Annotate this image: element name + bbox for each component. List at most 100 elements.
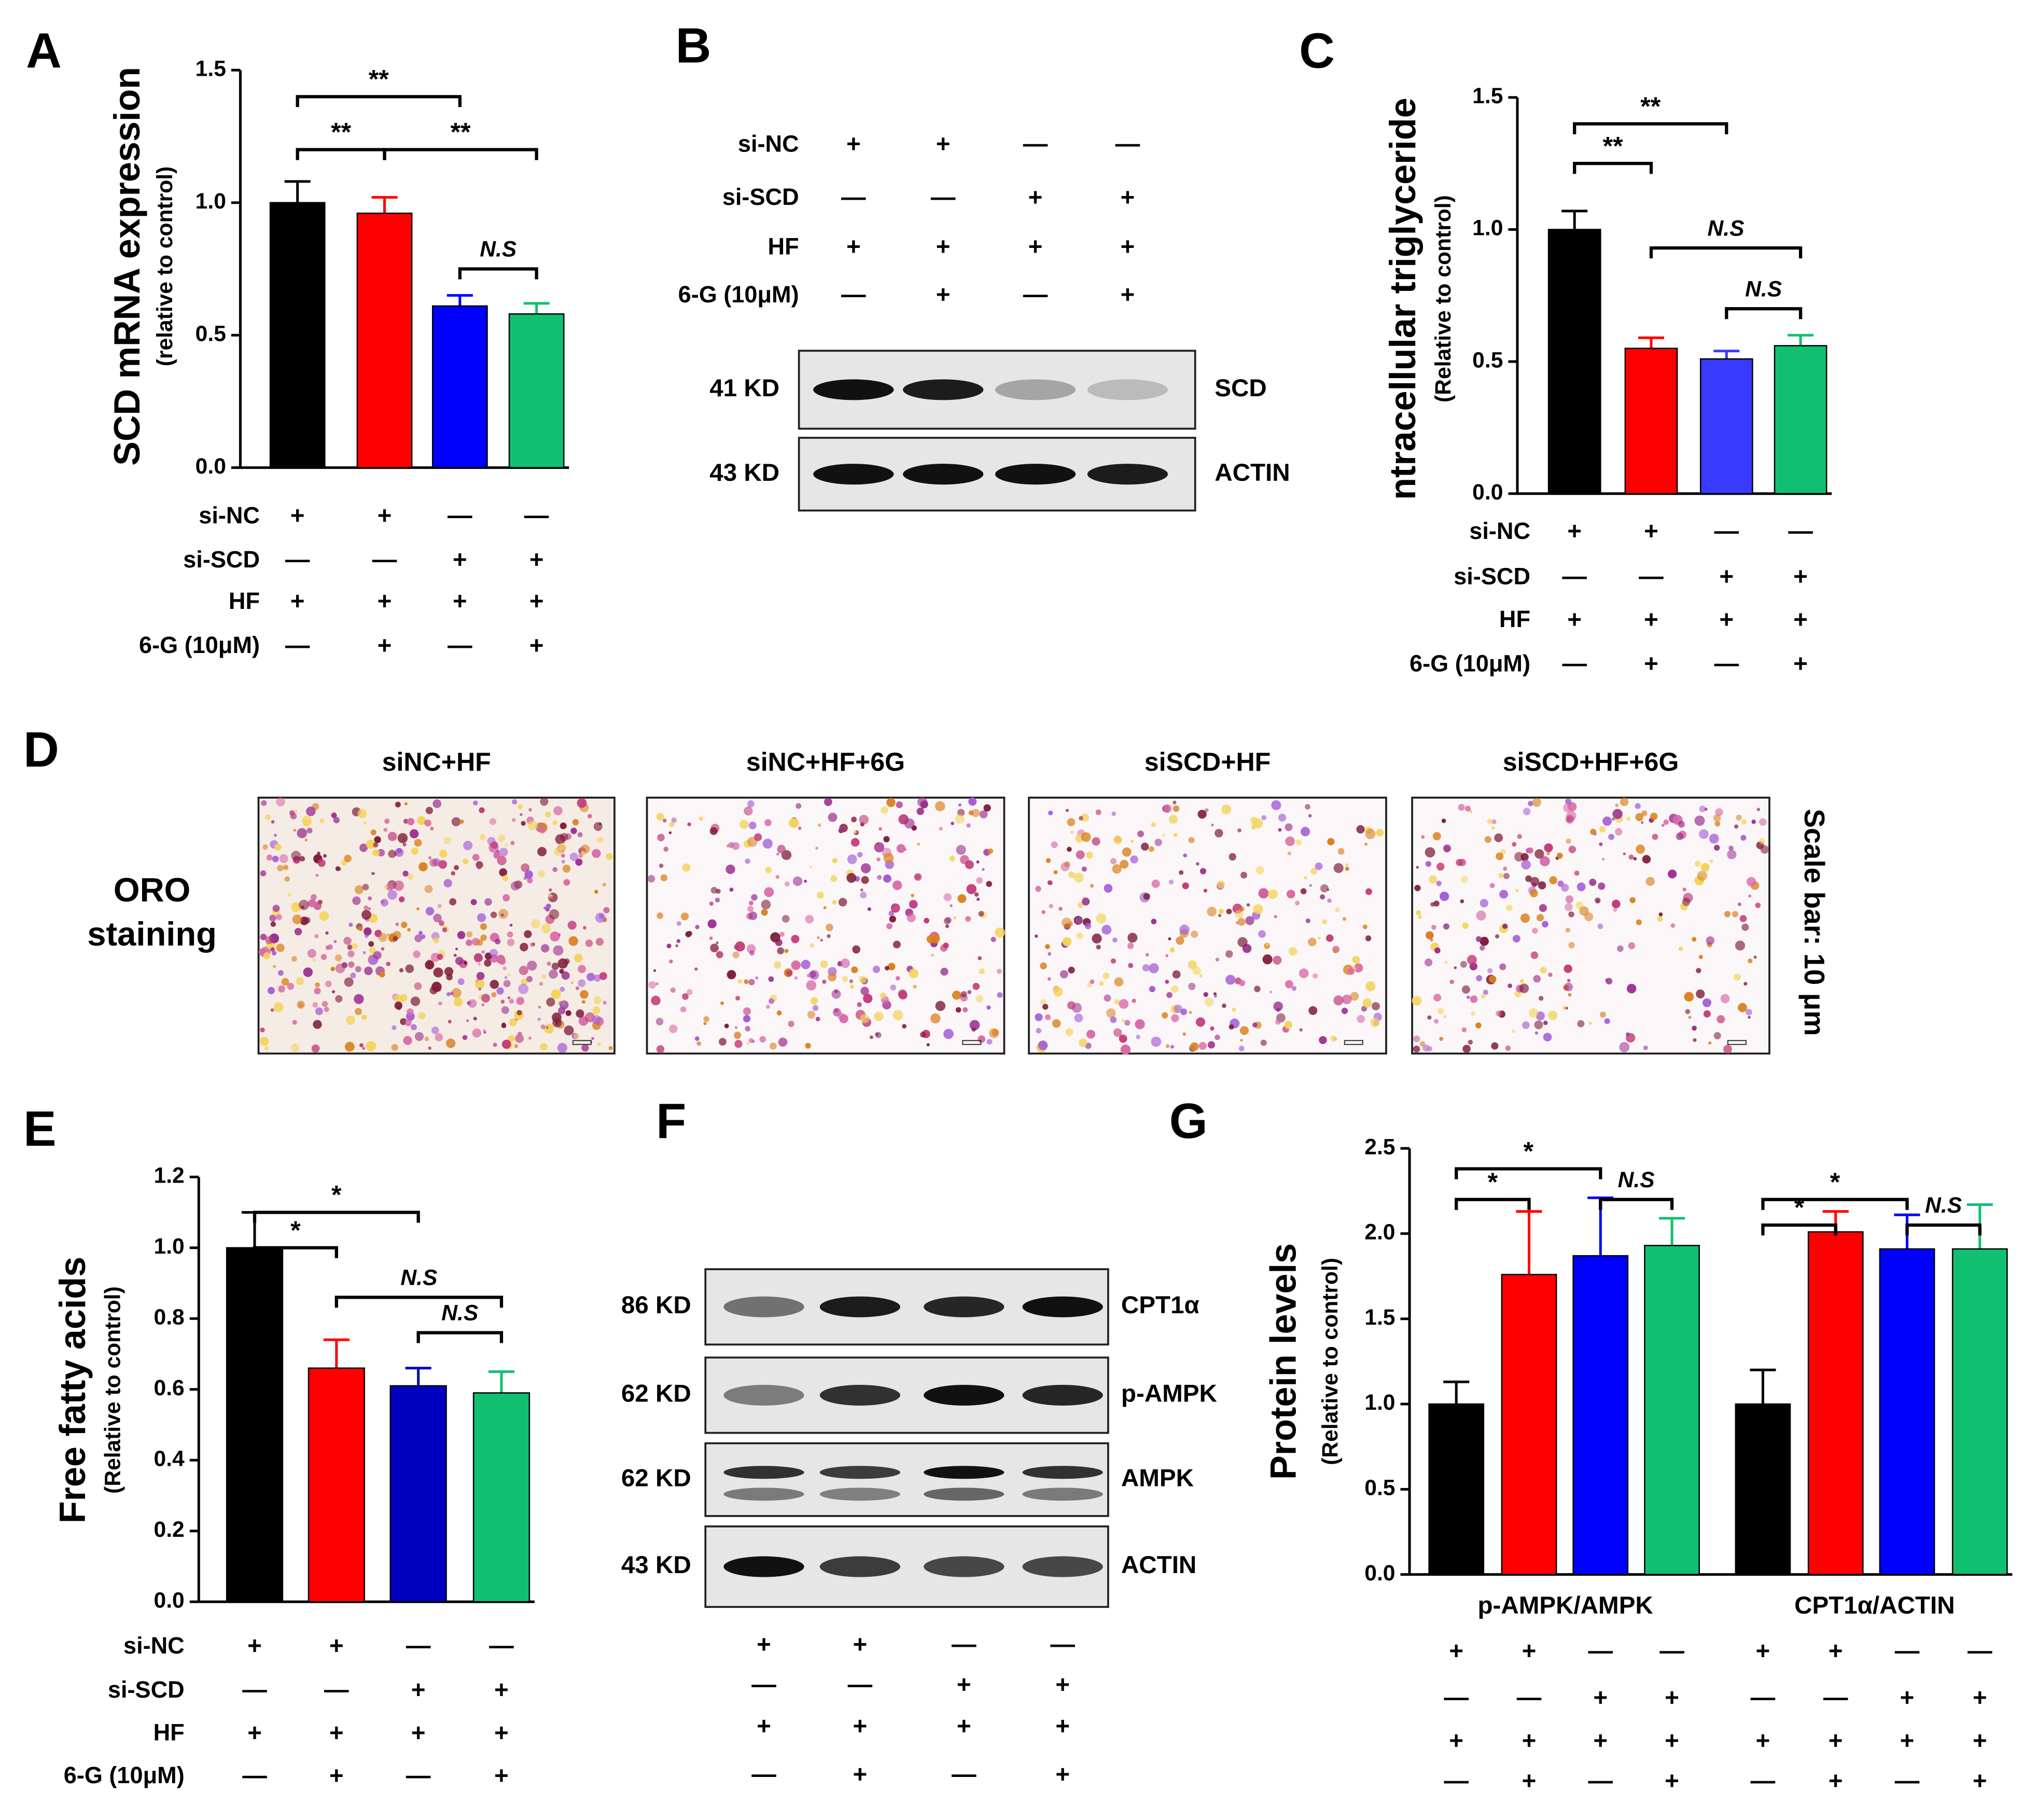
y-tick-label: 0.0 [196, 454, 226, 479]
lipid-droplet [1229, 853, 1236, 861]
lipid-droplet [1753, 955, 1757, 959]
lipid-droplet [1143, 893, 1150, 900]
lipid-droplet [593, 974, 601, 982]
lipid-droplet [715, 897, 720, 902]
lipid-droplet [1538, 881, 1546, 890]
lipid-droplet [867, 907, 871, 911]
lipid-droplet [354, 885, 364, 894]
lipid-droplet [762, 839, 773, 849]
lipid-droplet [592, 1006, 601, 1015]
lipid-droplet [1563, 803, 1572, 813]
lipid-droplet [1436, 863, 1445, 871]
lipid-droplet [1274, 915, 1277, 919]
lipid-droplet [1162, 1012, 1168, 1019]
lipid-droplet [372, 872, 375, 875]
lipid-droplet [1310, 868, 1318, 875]
lipid-droplet [1693, 1038, 1697, 1042]
lipid-droplet [786, 970, 792, 976]
lipid-droplet [549, 888, 552, 892]
lipid-droplet [291, 851, 301, 861]
lipid-droplet [1365, 935, 1372, 941]
lipid-droplet [846, 873, 857, 883]
lipid-droplet [552, 820, 558, 825]
lipid-droplet [312, 957, 316, 962]
lipid-droplet [384, 818, 390, 824]
lipid-droplet [1345, 866, 1349, 871]
lipid-droplet [539, 982, 543, 986]
lipid-droplet [481, 994, 490, 1003]
lipid-droplet [659, 864, 664, 868]
lipid-droplet [1365, 843, 1369, 846]
lipid-droplet [1421, 835, 1425, 839]
lipid-droplet [527, 821, 538, 831]
lipid-droplet [1172, 970, 1181, 979]
lipid-droplet [820, 938, 823, 942]
lipid-droplet [906, 913, 916, 923]
lipid-droplet [1613, 908, 1617, 912]
bar [1735, 1403, 1791, 1575]
lipid-droplet [828, 972, 837, 982]
condition-sign: + [1644, 517, 1658, 545]
condition-sign: + [957, 1671, 971, 1699]
lipid-droplet [463, 840, 473, 851]
condition-sign: + [1644, 650, 1658, 677]
lipid-droplet [1335, 907, 1340, 912]
lipid-droplet [473, 800, 478, 805]
lipid-droplet [270, 921, 276, 927]
lipid-droplet [1330, 1035, 1336, 1042]
lipid-droplet [939, 827, 943, 831]
lipid-droplet [1318, 937, 1321, 940]
lipid-droplet [1170, 1045, 1175, 1049]
y-tick-label: 1.0 [1364, 1390, 1395, 1415]
condition-sign: + [290, 502, 305, 529]
lipid-droplet [1165, 954, 1169, 957]
blot-frame [704, 1442, 1109, 1517]
lipid-droplet [1354, 963, 1363, 972]
lipid-droplet [680, 1006, 687, 1012]
lipid-droplet [860, 1014, 870, 1023]
lipid-droplet [831, 989, 841, 999]
condition-sign: — [1968, 1637, 1992, 1664]
lipid-droplet [1461, 985, 1470, 994]
lipid-droplet [1567, 979, 1571, 982]
condition-sign: — [1659, 1637, 1684, 1664]
lipid-droplet [1720, 994, 1730, 1004]
lipid-droplet [358, 926, 363, 932]
lipid-droplet [671, 817, 677, 823]
lipid-droplet [399, 968, 404, 972]
lipid-droplet [987, 848, 994, 854]
lipid-droplet [886, 798, 896, 808]
lipid-droplet [368, 941, 374, 947]
lipid-droplet [598, 822, 602, 825]
condition-label: 6-G (10μM) [139, 632, 260, 658]
condition-sign: + [853, 1713, 867, 1740]
lipid-droplet [1305, 804, 1310, 810]
lipid-droplet [1633, 857, 1637, 860]
lipid-droplet [1533, 975, 1541, 983]
bar [226, 1247, 284, 1603]
lipid-droplet [335, 963, 345, 974]
lipid-droplet [479, 834, 486, 841]
lipid-droplet [735, 995, 741, 1001]
lipid-droplet [1619, 1042, 1630, 1052]
lipid-droplet [1503, 866, 1508, 871]
lipid-droplet [394, 1002, 402, 1010]
y-axis-subtitle: (relative to control) [152, 166, 177, 367]
lipid-droplet [1237, 918, 1246, 926]
lipid-droplet [1642, 855, 1651, 864]
lipid-droplet [552, 867, 557, 872]
significance-bracket [296, 95, 462, 107]
lipid-droplet [828, 812, 838, 822]
lipid-droplet [892, 880, 902, 890]
lipid-droplet [1370, 1018, 1380, 1027]
lipid-droplet [847, 854, 857, 865]
lipid-droplet [817, 936, 820, 939]
lipid-droplet [1333, 863, 1344, 873]
lipid-droplet [1715, 808, 1723, 816]
lipid-droplet [472, 1028, 482, 1038]
lipid-droplet [1165, 979, 1169, 984]
lipid-droplet [289, 810, 295, 816]
lipid-droplet [414, 839, 422, 847]
lipid-droplet [322, 1001, 328, 1007]
lipid-droplet [1151, 879, 1160, 888]
